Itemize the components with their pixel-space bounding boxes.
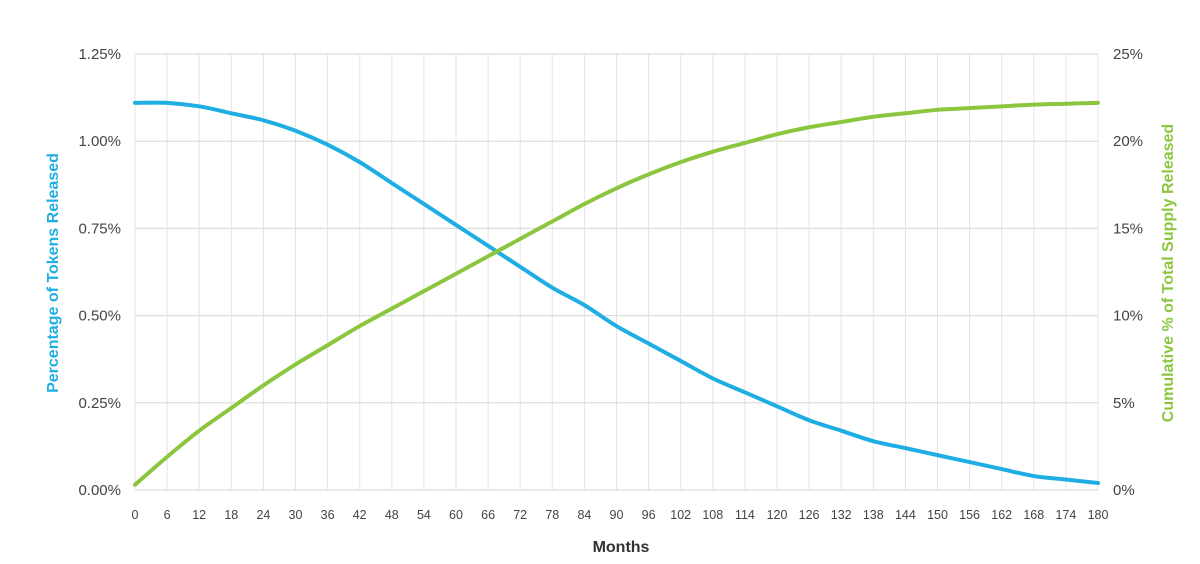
x-tick-label: 180 [1088, 508, 1109, 522]
x-tick-label: 72 [513, 508, 527, 522]
series-line-tokens-released [133, 100, 1100, 486]
x-tick-label: 12 [192, 508, 206, 522]
x-tick-label: 102 [670, 508, 691, 522]
right-tick-label: 15% [1113, 220, 1143, 237]
right-tick-label: 20% [1113, 133, 1143, 150]
x-tick-label: 0 [132, 508, 139, 522]
x-tick-label: 144 [895, 508, 916, 522]
x-tick-label: 114 [735, 508, 755, 522]
right-axis-title: Cumulative % of Total Supply Released [1160, 124, 1177, 422]
x-tick-label: 60 [449, 508, 463, 522]
x-axis-ticks: 0 6 12 18 24 30 36 42 48 54 60 66 72 78 84 90 96 102 108 11… [132, 508, 1109, 522]
x-tick-label: 36 [321, 508, 335, 522]
right-axis-ticks: 0% 5% 10% 15% 20% 25% [1113, 46, 1143, 499]
left-axis-title: Percentage of Tokens Released [45, 153, 62, 393]
x-tick-label: 108 [702, 508, 723, 522]
x-tick-label: 42 [353, 508, 367, 522]
x-tick-label: 84 [577, 508, 591, 522]
x-tick-label: 138 [863, 508, 884, 522]
x-tick-label: 6 [164, 508, 171, 522]
x-tick-label: 18 [224, 508, 238, 522]
series-line-cumulative-supply [133, 100, 1100, 487]
x-tick-label: 30 [289, 508, 303, 522]
left-tick-label: 0.75% [78, 220, 121, 237]
x-tick-label: 96 [642, 508, 656, 522]
left-tick-label: 1.00% [78, 133, 121, 150]
x-tick-label: 162 [991, 508, 1012, 522]
right-tick-label: 10% [1113, 308, 1143, 325]
x-tick-label: 150 [927, 508, 948, 522]
x-tick-label: 78 [545, 508, 559, 522]
left-axis-ticks: 0.00% 0.25% 0.50% 0.75% 1.00% 1.25% [78, 46, 121, 499]
left-tick-label: 1.25% [78, 46, 121, 63]
left-tick-label: 0.25% [78, 395, 121, 412]
left-tick-label: 0.00% [78, 482, 121, 499]
x-tick-label: 120 [767, 508, 788, 522]
right-tick-label: 5% [1113, 395, 1135, 412]
x-tick-label: 48 [385, 508, 399, 522]
x-tick-label: 174 [1055, 508, 1076, 522]
x-axis-title: Months [593, 539, 650, 556]
x-tick-label: 90 [610, 508, 624, 522]
x-tick-label: 24 [256, 508, 270, 522]
series-lines [133, 100, 1100, 487]
x-tick-label: 126 [799, 508, 820, 522]
left-tick-label: 0.50% [78, 308, 121, 325]
grid-lines [134, 53, 1099, 491]
x-tick-label: 156 [959, 508, 980, 522]
right-tick-label: 0% [1113, 482, 1135, 499]
x-tick-label: 168 [1023, 508, 1044, 522]
right-tick-label: 25% [1113, 46, 1143, 63]
x-tick-label: 132 [831, 508, 852, 522]
x-tick-label: 66 [481, 508, 495, 522]
x-tick-label: 54 [417, 508, 431, 522]
